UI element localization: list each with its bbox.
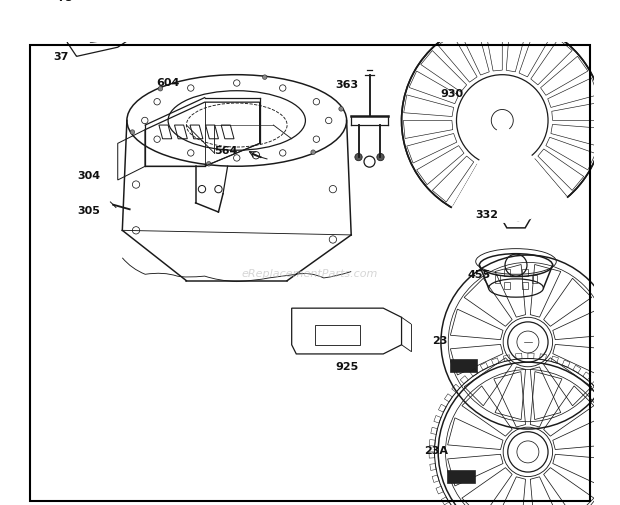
Polygon shape	[450, 360, 477, 372]
Circle shape	[377, 154, 384, 162]
Wedge shape	[451, 121, 568, 224]
Text: 363: 363	[335, 80, 358, 90]
Text: 78: 78	[57, 0, 73, 3]
Text: 332: 332	[475, 210, 498, 219]
Text: eReplacementParts.com: eReplacementParts.com	[242, 269, 378, 279]
Bar	[495, 276, 500, 283]
Circle shape	[355, 154, 362, 162]
Text: 455: 455	[468, 270, 491, 280]
Circle shape	[311, 150, 316, 155]
Text: 23A: 23A	[424, 445, 448, 455]
Text: 23: 23	[432, 335, 448, 345]
Circle shape	[206, 162, 211, 167]
Bar	[314, 325, 360, 345]
Circle shape	[130, 130, 135, 135]
Text: 604: 604	[156, 78, 180, 88]
Bar	[504, 282, 510, 289]
Bar	[523, 282, 528, 289]
Polygon shape	[447, 470, 474, 483]
Text: 37: 37	[53, 53, 69, 62]
Text: 564: 564	[214, 145, 237, 156]
Circle shape	[339, 108, 343, 112]
Text: 304: 304	[77, 171, 100, 181]
Text: 305: 305	[77, 206, 100, 216]
Circle shape	[158, 87, 162, 92]
Text: 925: 925	[335, 361, 358, 371]
Circle shape	[262, 76, 267, 80]
Bar	[504, 269, 510, 277]
Bar	[531, 276, 537, 283]
Text: 930: 930	[440, 89, 464, 99]
Bar	[523, 269, 528, 277]
